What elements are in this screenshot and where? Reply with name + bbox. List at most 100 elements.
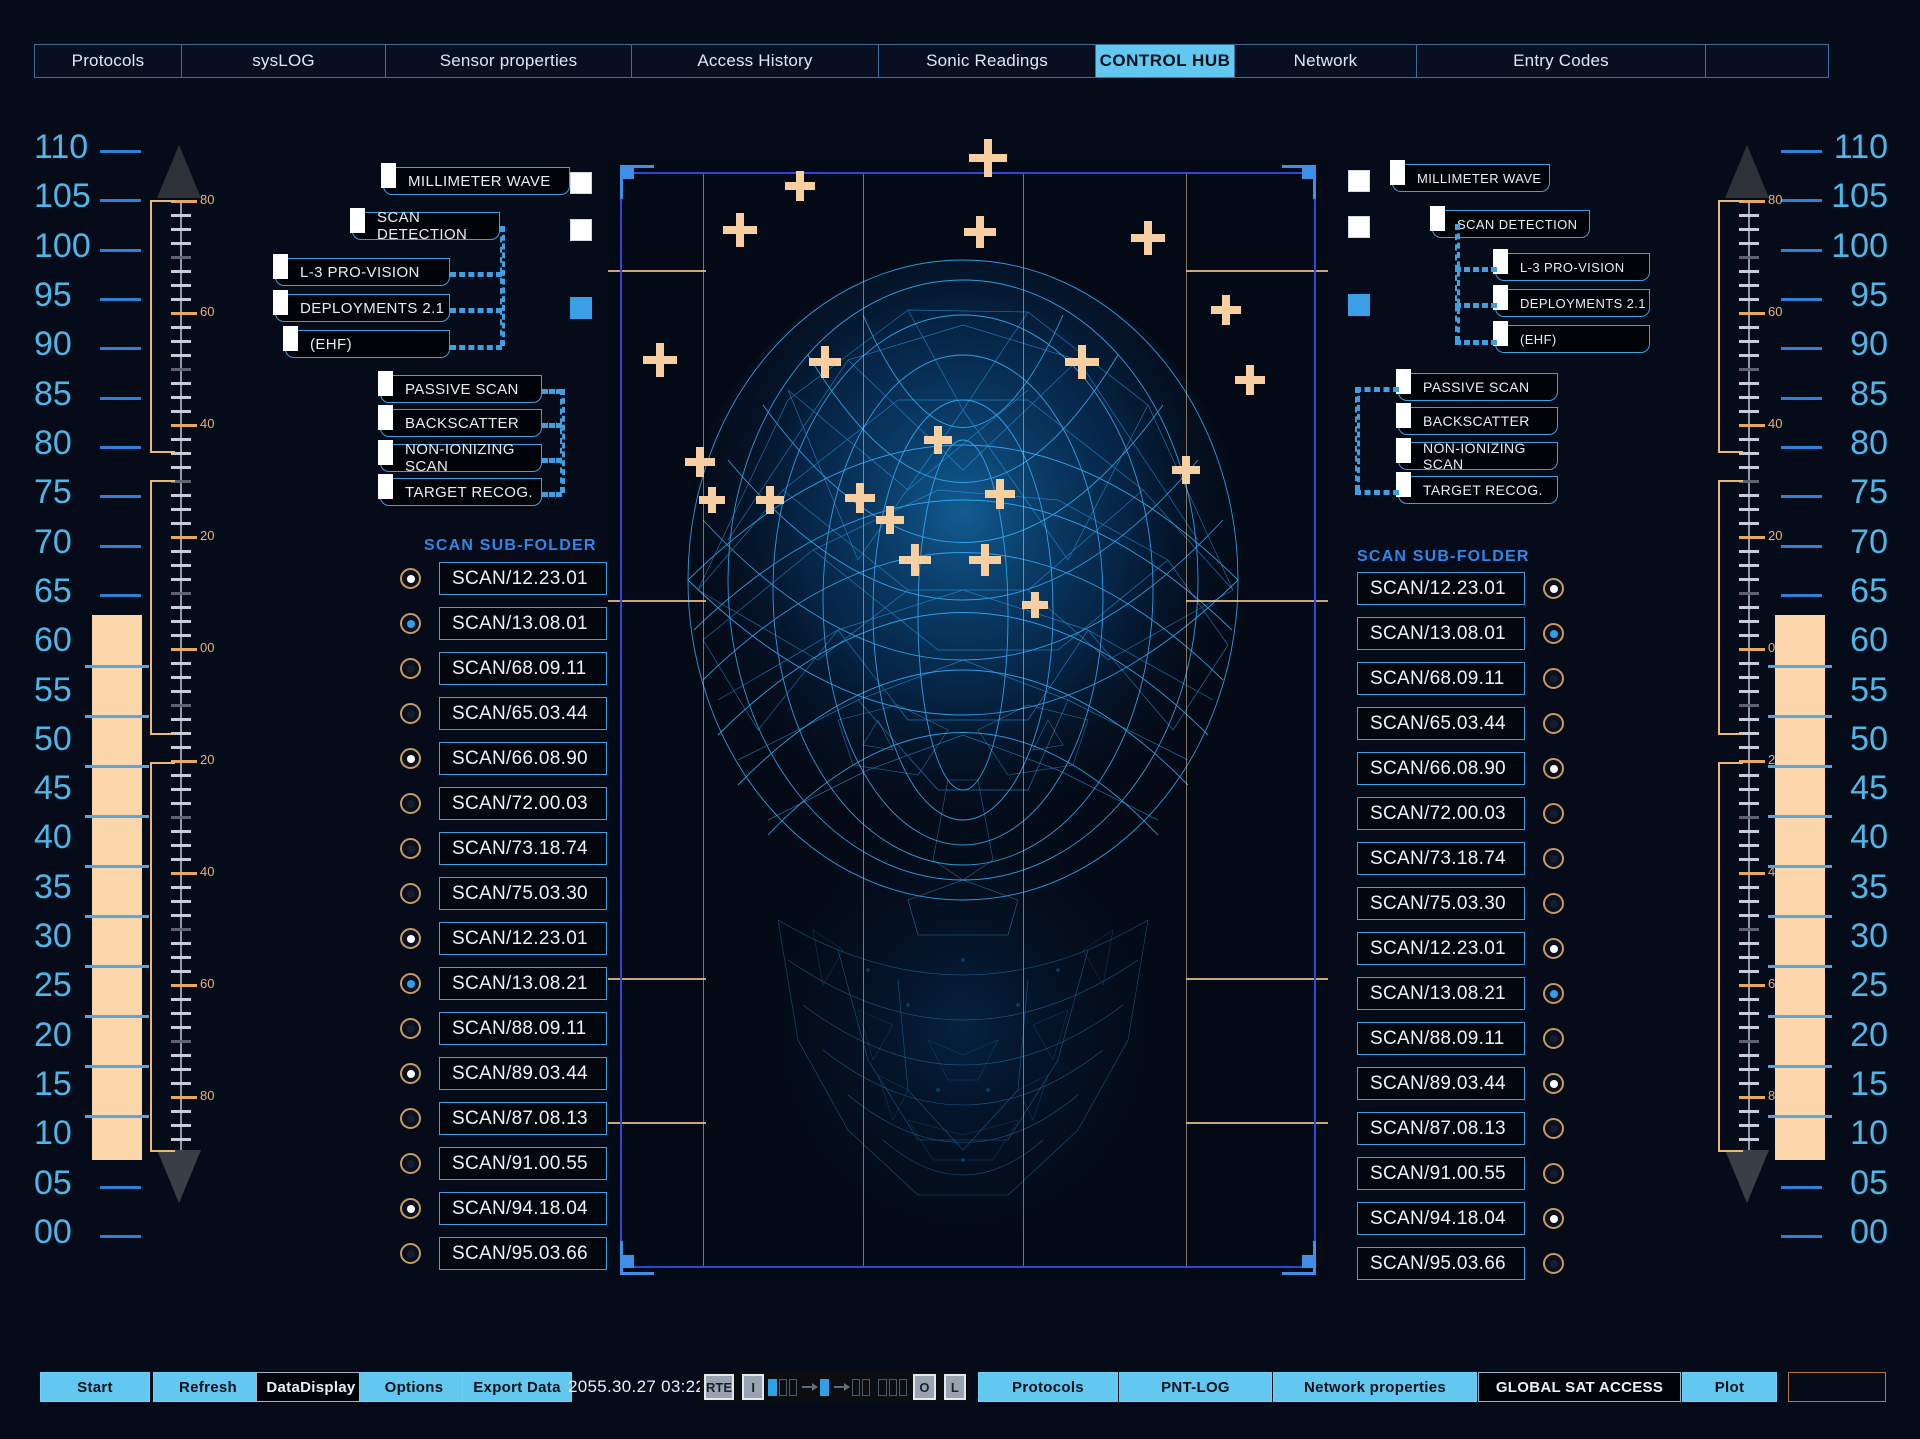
scan-path-field[interactable]: SCAN/13.08.21: [439, 967, 607, 1000]
tab-access-history[interactable]: Access History: [631, 44, 879, 78]
scan-path-field[interactable]: SCAN/73.18.74: [1357, 842, 1525, 875]
tag-ehf-right[interactable]: (EHF): [1493, 321, 1650, 353]
tag-l3-pro-vision-right[interactable]: L-3 PRO-VISION: [1493, 249, 1650, 281]
target-crosshair-icon[interactable]: [1235, 365, 1265, 395]
scan-path-field[interactable]: SCAN/65.03.44: [439, 697, 607, 730]
scan-path-field[interactable]: SCAN/91.00.55: [1357, 1157, 1525, 1190]
scan-radio-button[interactable]: [400, 883, 421, 904]
right-fill-bar[interactable]: [1768, 615, 1832, 1160]
tag-deployments[interactable]: DEPLOYMENTS 2.1: [273, 290, 450, 322]
scan-radio-button[interactable]: [400, 748, 421, 769]
status-empty-field[interactable]: [1788, 1372, 1886, 1402]
target-crosshair-icon[interactable]: [699, 487, 725, 513]
tab-sonic-readings[interactable]: Sonic Readings: [878, 44, 1096, 78]
target-crosshair-icon[interactable]: [985, 479, 1015, 509]
scan-radio-button[interactable]: [400, 1018, 421, 1039]
scan-list-item[interactable]: SCAN/72.00.03: [400, 787, 607, 820]
checkbox-active-mode[interactable]: [570, 297, 592, 319]
left-fill-bar[interactable]: [85, 615, 149, 1160]
scan-list-item[interactable]: SCAN/75.03.30: [400, 877, 607, 910]
scan-list-item[interactable]: SCAN/87.08.13: [1357, 1112, 1564, 1145]
scan-list-item[interactable]: SCAN/12.23.01: [1357, 572, 1564, 605]
scan-path-field[interactable]: SCAN/94.18.04: [439, 1192, 607, 1225]
scan-radio-button[interactable]: [400, 973, 421, 994]
tag-passive-scan[interactable]: PASSIVE SCAN: [378, 371, 542, 403]
scan-path-field[interactable]: SCAN/95.03.66: [1357, 1247, 1525, 1280]
start-button[interactable]: Start: [40, 1372, 150, 1402]
scan-radio-button[interactable]: [400, 928, 421, 949]
scan-radio-button[interactable]: [1543, 983, 1564, 1004]
target-crosshair-icon[interactable]: [876, 506, 904, 534]
checkbox-millimeter-wave-right[interactable]: [1348, 170, 1370, 192]
scan-radio-button[interactable]: [400, 658, 421, 679]
scan-list-item[interactable]: SCAN/89.03.44: [400, 1057, 607, 1090]
scan-list-item[interactable]: SCAN/87.08.13: [400, 1102, 607, 1135]
tag-non-ionizing-scan[interactable]: NON-IONIZING SCAN: [378, 440, 542, 475]
tab-control-hub[interactable]: CONTROL HUB: [1095, 44, 1235, 78]
scan-radio-button[interactable]: [400, 1198, 421, 1219]
scan-radio-button[interactable]: [1543, 1208, 1564, 1229]
scan-radio-button[interactable]: [400, 568, 421, 589]
tag-ehf[interactable]: (EHF): [283, 326, 450, 358]
scan-radio-button[interactable]: [1543, 1253, 1564, 1274]
tab-network[interactable]: Network: [1234, 44, 1417, 78]
target-crosshair-icon[interactable]: [643, 343, 677, 377]
scan-path-field[interactable]: SCAN/88.09.11: [439, 1012, 607, 1045]
input-key[interactable]: I: [742, 1374, 765, 1400]
scan-list-item[interactable]: SCAN/72.00.03: [1357, 797, 1564, 830]
scan-list-item[interactable]: SCAN/95.03.66: [1357, 1247, 1564, 1280]
scan-path-field[interactable]: SCAN/95.03.66: [439, 1237, 607, 1270]
scan-path-field[interactable]: SCAN/13.08.01: [1357, 617, 1525, 650]
scan-radio-button[interactable]: [400, 793, 421, 814]
target-crosshair-icon[interactable]: [1131, 221, 1165, 255]
tab-syslog[interactable]: sysLOG: [181, 44, 386, 78]
scan-path-field[interactable]: SCAN/12.23.01: [439, 562, 607, 595]
scan-path-field[interactable]: SCAN/12.23.01: [1357, 932, 1525, 965]
scan-list-item[interactable]: SCAN/94.18.04: [1357, 1202, 1564, 1235]
scan-list-item[interactable]: SCAN/12.23.01: [400, 562, 607, 595]
scan-radio-button[interactable]: [1543, 803, 1564, 824]
scan-list-item[interactable]: SCAN/65.03.44: [1357, 707, 1564, 740]
protocols-button[interactable]: Protocols: [978, 1372, 1118, 1402]
scan-path-field[interactable]: SCAN/73.18.74: [439, 832, 607, 865]
scan-radio-button[interactable]: [1543, 758, 1564, 779]
checkbox-millimeter-wave[interactable]: [570, 172, 592, 194]
scan-path-field[interactable]: SCAN/75.03.30: [1357, 887, 1525, 920]
scan-radio-button[interactable]: [400, 1108, 421, 1129]
scan-path-field[interactable]: SCAN/91.00.55: [439, 1147, 607, 1180]
scan-list-item[interactable]: SCAN/68.09.11: [1357, 662, 1564, 695]
pnt-log-button[interactable]: PNT-LOG: [1119, 1372, 1272, 1402]
scan-list-item[interactable]: SCAN/95.03.66: [400, 1237, 607, 1270]
rte-key[interactable]: RTE: [704, 1374, 734, 1400]
scan-radio-button[interactable]: [400, 1153, 421, 1174]
datadisplay-button[interactable]: DataDisplay: [256, 1372, 366, 1402]
scan-path-field[interactable]: SCAN/13.08.21: [1357, 977, 1525, 1010]
scan-path-field[interactable]: SCAN/87.08.13: [439, 1102, 607, 1135]
options-button[interactable]: Options: [359, 1372, 469, 1402]
scan-path-field[interactable]: SCAN/89.03.44: [439, 1057, 607, 1090]
tag-target-recog[interactable]: TARGET RECOG.: [378, 474, 542, 506]
tag-backscatter-right[interactable]: BACKSCATTER: [1396, 403, 1558, 435]
scan-list-item[interactable]: SCAN/75.03.30: [1357, 887, 1564, 920]
target-crosshair-icon[interactable]: [785, 171, 815, 201]
checkbox-scan-detection[interactable]: [570, 219, 592, 241]
checkbox-scan-detection-right[interactable]: [1348, 216, 1370, 238]
scan-radio-button[interactable]: [1543, 713, 1564, 734]
target-crosshair-icon[interactable]: [756, 486, 784, 514]
tag-target-recog-right[interactable]: TARGET RECOG.: [1396, 472, 1558, 504]
scan-radio-button[interactable]: [400, 703, 421, 724]
scan-path-field[interactable]: SCAN/68.09.11: [439, 652, 607, 685]
scan-path-field[interactable]: SCAN/72.00.03: [439, 787, 607, 820]
target-crosshair-icon[interactable]: [1172, 456, 1200, 484]
tag-passive-scan-right[interactable]: PASSIVE SCAN: [1396, 369, 1558, 401]
scan-list-item[interactable]: SCAN/68.09.11: [400, 652, 607, 685]
plot-button[interactable]: Plot: [1682, 1372, 1777, 1402]
target-crosshair-icon[interactable]: [964, 216, 996, 248]
scan-list-item[interactable]: SCAN/89.03.44: [1357, 1067, 1564, 1100]
tab-empty[interactable]: [1705, 44, 1829, 78]
target-crosshair-icon[interactable]: [969, 544, 1001, 576]
scan-radio-button[interactable]: [1543, 1118, 1564, 1139]
scan-radio-button[interactable]: [1543, 1028, 1564, 1049]
scan-path-field[interactable]: SCAN/66.08.90: [439, 742, 607, 775]
checkbox-active-mode-right[interactable]: [1348, 294, 1370, 316]
